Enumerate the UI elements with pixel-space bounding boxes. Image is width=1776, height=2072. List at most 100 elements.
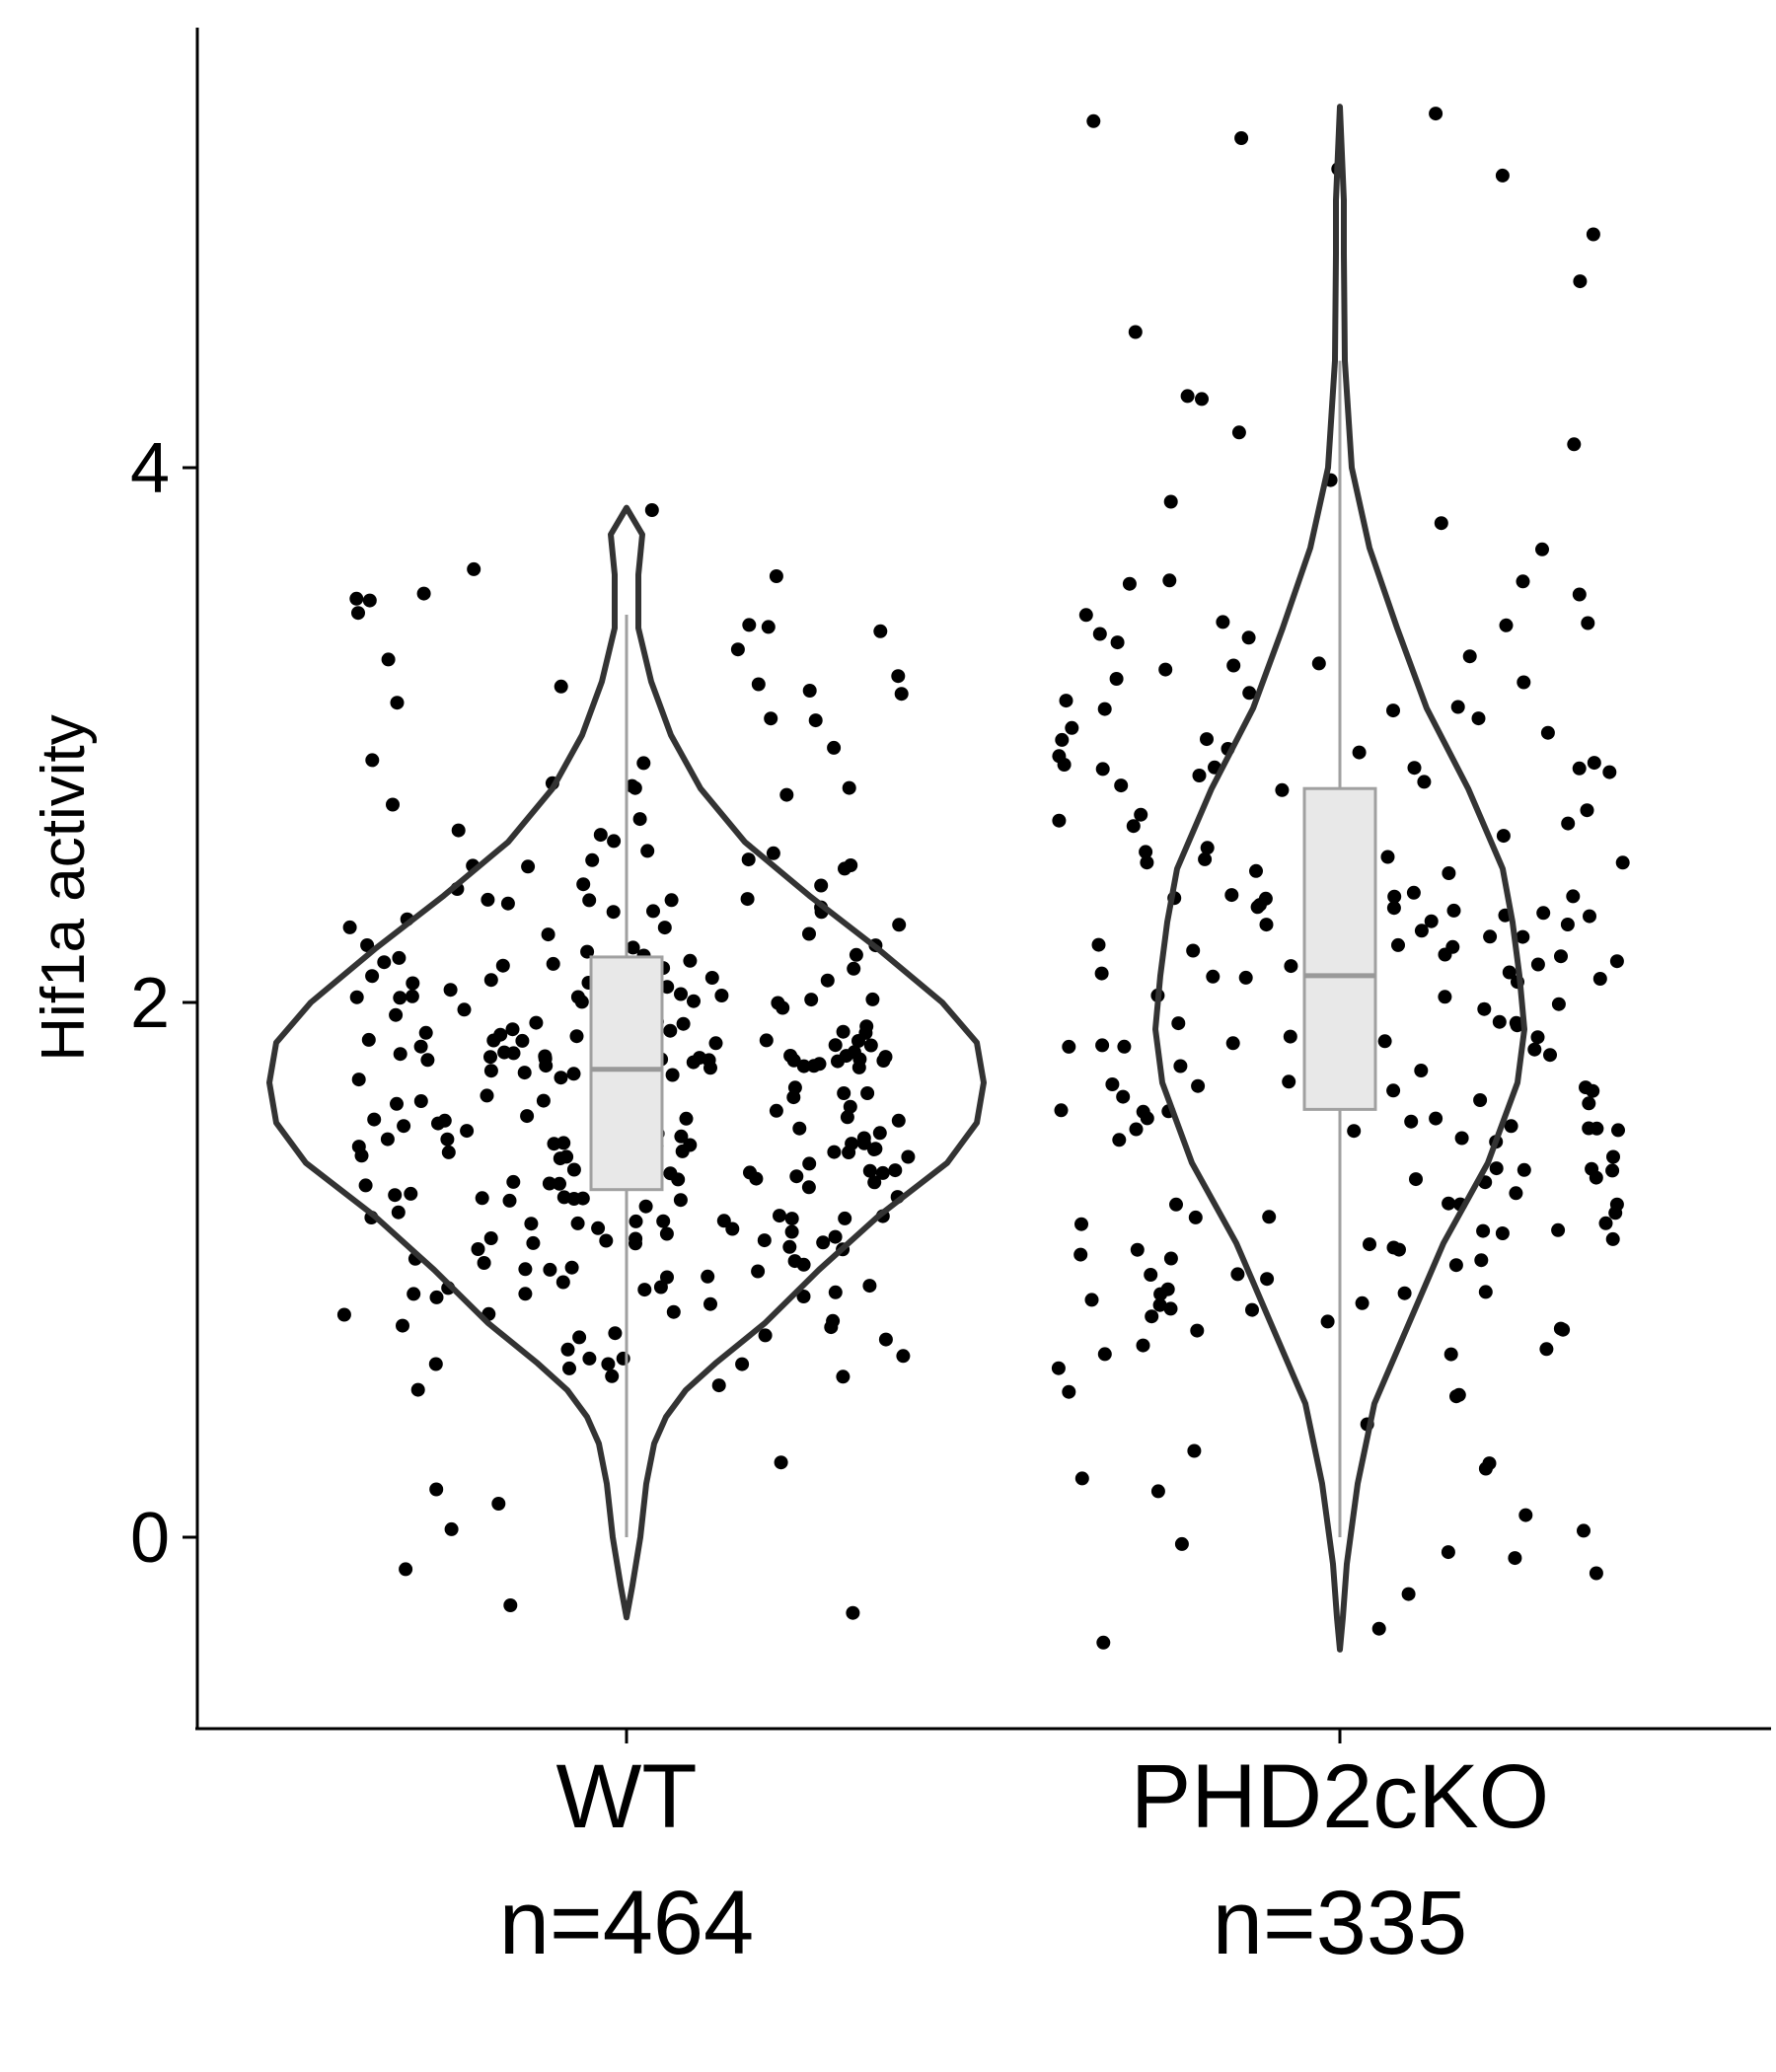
data-point bbox=[1062, 1039, 1076, 1054]
data-point bbox=[491, 1497, 506, 1511]
data-point bbox=[1587, 756, 1601, 771]
data-point bbox=[1518, 1508, 1533, 1522]
data-point bbox=[863, 1038, 878, 1053]
data-point bbox=[1589, 1566, 1603, 1581]
data-point bbox=[1129, 1122, 1144, 1137]
data-point bbox=[440, 1132, 455, 1147]
data-point bbox=[349, 990, 364, 1004]
data-point bbox=[1536, 906, 1551, 921]
data-point bbox=[1130, 1242, 1145, 1257]
data-point bbox=[1586, 227, 1600, 242]
violins bbox=[266, 104, 1527, 1653]
data-point bbox=[377, 955, 392, 970]
data-point bbox=[1114, 778, 1129, 793]
data-point bbox=[1190, 1323, 1205, 1338]
data-point bbox=[779, 787, 794, 802]
data-point bbox=[358, 1178, 373, 1193]
data-point bbox=[1580, 803, 1594, 818]
data-point bbox=[1117, 1039, 1132, 1054]
data-point bbox=[1414, 924, 1429, 938]
data-point bbox=[708, 1036, 723, 1051]
data-point bbox=[1095, 762, 1110, 777]
data-point bbox=[483, 973, 498, 988]
data-point bbox=[1347, 1124, 1362, 1139]
data-point bbox=[1275, 782, 1290, 797]
data-point bbox=[1052, 813, 1067, 828]
data-point bbox=[802, 926, 816, 941]
data-point bbox=[392, 950, 407, 965]
y-tick-label-0: 0 bbox=[130, 1499, 170, 1578]
box-phd2cko bbox=[1302, 786, 1377, 1111]
data-point bbox=[1195, 392, 1209, 407]
data-point bbox=[570, 1216, 585, 1230]
data-point bbox=[1242, 686, 1257, 701]
data-point bbox=[362, 593, 377, 608]
data-point bbox=[405, 989, 419, 1003]
data-point bbox=[521, 859, 536, 874]
data-point bbox=[1284, 959, 1298, 974]
data-point bbox=[1516, 574, 1530, 589]
data-point bbox=[601, 1357, 616, 1371]
data-point bbox=[1092, 627, 1107, 641]
data-point bbox=[892, 918, 907, 932]
data-point bbox=[814, 878, 829, 893]
data-point bbox=[1128, 325, 1143, 339]
data-point bbox=[526, 1235, 541, 1250]
data-point bbox=[693, 1051, 706, 1066]
data-point bbox=[1509, 1015, 1523, 1030]
data-point bbox=[1109, 672, 1124, 686]
data-point bbox=[582, 1351, 597, 1366]
data-point bbox=[846, 1605, 860, 1620]
data-point bbox=[828, 1285, 843, 1299]
data-point bbox=[847, 961, 861, 976]
data-point bbox=[1554, 949, 1568, 964]
data-point bbox=[769, 569, 783, 583]
data-point bbox=[1162, 573, 1177, 588]
data-point bbox=[836, 1369, 851, 1384]
data-point bbox=[502, 1193, 517, 1208]
data-point bbox=[477, 1256, 491, 1270]
data-point bbox=[1160, 1282, 1175, 1296]
data-point bbox=[606, 905, 621, 920]
data-point bbox=[802, 1156, 817, 1171]
data-point bbox=[860, 1086, 875, 1100]
data-point bbox=[566, 1162, 581, 1177]
data-point bbox=[576, 877, 591, 892]
data-point bbox=[1245, 1302, 1259, 1317]
data-point bbox=[1442, 866, 1456, 880]
data-point bbox=[1543, 1048, 1557, 1063]
data-point bbox=[1094, 966, 1109, 981]
data-point bbox=[1602, 765, 1617, 779]
data-point bbox=[764, 711, 778, 726]
data-point bbox=[1173, 1059, 1188, 1073]
data-point bbox=[1438, 990, 1452, 1004]
data-point bbox=[1517, 1162, 1531, 1177]
violin-phd2cko bbox=[1152, 104, 1527, 1653]
data-point bbox=[827, 740, 842, 755]
data-point bbox=[443, 983, 458, 998]
x-axis-ticks bbox=[625, 1729, 1342, 1743]
data-point bbox=[483, 1064, 498, 1078]
data-point bbox=[349, 591, 364, 606]
data-point bbox=[1551, 1222, 1566, 1237]
data-point bbox=[828, 1229, 843, 1244]
data-point bbox=[891, 669, 906, 684]
data-point bbox=[1139, 845, 1153, 859]
group-count-wt: n=464 bbox=[499, 1873, 754, 1973]
data-point bbox=[562, 1361, 576, 1375]
data-point bbox=[802, 684, 817, 698]
data-point bbox=[351, 1073, 366, 1087]
data-point bbox=[674, 1129, 689, 1144]
data-point bbox=[1054, 1103, 1069, 1118]
data-point bbox=[851, 1060, 866, 1074]
data-point bbox=[1605, 1163, 1620, 1178]
data-point bbox=[711, 1378, 726, 1393]
data-point bbox=[1572, 761, 1587, 776]
data-point bbox=[844, 858, 858, 872]
data-point bbox=[1448, 1258, 1463, 1273]
data-point bbox=[582, 893, 597, 908]
data-point bbox=[543, 1262, 557, 1277]
data-point bbox=[380, 1132, 395, 1147]
data-point bbox=[784, 1224, 799, 1239]
data-point bbox=[1473, 1093, 1488, 1107]
